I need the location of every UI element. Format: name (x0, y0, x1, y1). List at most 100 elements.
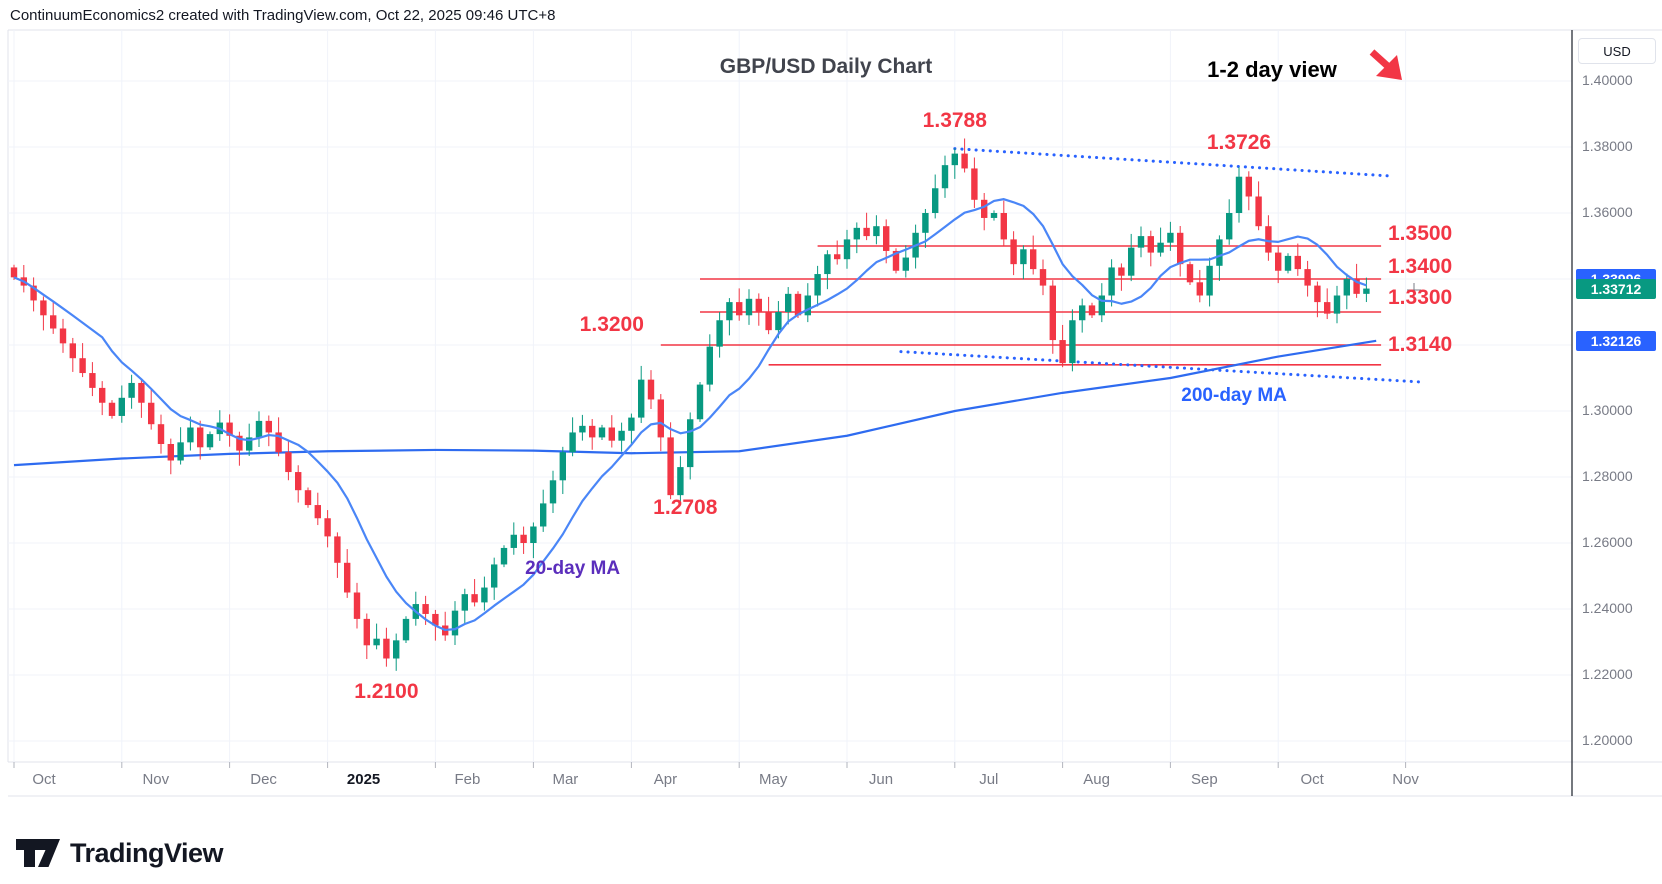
candle (1186, 264, 1194, 283)
candle (30, 285, 37, 301)
candle (197, 427, 204, 448)
candle (1108, 267, 1115, 296)
candle (1177, 232, 1184, 265)
candle (971, 168, 978, 200)
candle (628, 417, 635, 431)
candle (1216, 239, 1223, 266)
month-label: Mar (552, 771, 579, 788)
candle (1275, 252, 1282, 271)
candle (990, 213, 998, 218)
candle (608, 427, 615, 441)
candle (373, 638, 380, 646)
candle (1147, 236, 1154, 253)
candle (255, 420, 263, 438)
candle (540, 503, 547, 527)
candle (1245, 176, 1252, 197)
candle (716, 320, 723, 347)
candle (932, 188, 939, 213)
month-label: Aug (1083, 771, 1110, 788)
candle (1284, 255, 1292, 271)
price-tick-label: 1.22000 (1582, 666, 1633, 682)
candle (236, 435, 243, 451)
candle (1206, 265, 1213, 296)
candle (1157, 242, 1164, 253)
candle (167, 444, 174, 461)
candle (1088, 305, 1096, 316)
candle (667, 437, 674, 496)
candle (108, 402, 116, 416)
candle (1128, 247, 1135, 276)
candle (226, 422, 233, 436)
last-price-badge: 1.33712 (1576, 278, 1656, 299)
candle (647, 379, 655, 400)
candle (432, 613, 439, 626)
level-label: 1.3400 (1388, 255, 1453, 278)
price-tick-label: 1.36000 (1582, 204, 1633, 220)
candle (295, 472, 302, 491)
candle (422, 604, 429, 614)
candle (1235, 176, 1243, 213)
candle (863, 227, 870, 237)
price-tick-label: 1.24000 (1582, 600, 1633, 616)
candle (785, 293, 792, 312)
candle (481, 587, 488, 603)
month-label: Oct (32, 771, 56, 788)
candle (461, 594, 468, 611)
candle (569, 432, 576, 453)
candle (10, 267, 18, 278)
price-tick-label: 1.26000 (1582, 534, 1633, 550)
candle (402, 618, 410, 641)
month-label: Dec (250, 771, 277, 788)
annotation-note: 1.2100 (354, 679, 419, 703)
month-label: Jul (979, 771, 999, 788)
candle (1363, 288, 1370, 294)
candle (804, 295, 811, 316)
candle (304, 490, 312, 506)
candle (618, 430, 625, 441)
candle (206, 434, 214, 448)
candle (1137, 236, 1145, 248)
tradingview-logo[interactable]: TradingView (14, 836, 224, 870)
candle (285, 452, 292, 473)
candle (1059, 340, 1066, 364)
candle (275, 432, 282, 453)
currency-scale-button[interactable]: USD (1578, 38, 1656, 64)
candle (530, 526, 537, 543)
candle (736, 302, 743, 316)
candle (510, 534, 517, 548)
annotation-note: 1.3726 (1206, 131, 1272, 155)
candle (1294, 255, 1301, 270)
candle (873, 226, 880, 237)
brand-text: TradingView (70, 837, 224, 868)
candle (138, 382, 145, 403)
candle (638, 379, 645, 418)
candle (598, 427, 606, 438)
price-tick-label: 1.30000 (1582, 402, 1633, 418)
candle (314, 505, 321, 519)
candle (559, 452, 566, 481)
candle (1069, 320, 1076, 364)
candle (765, 312, 772, 331)
candle (99, 387, 106, 403)
candle (951, 153, 958, 166)
candle (1255, 196, 1262, 227)
lower-dotted-trendline (899, 350, 1422, 384)
candle (1304, 269, 1311, 286)
candle (59, 328, 67, 344)
annotation-note: 1.2708 (653, 496, 718, 520)
tradingview-mark-icon (16, 839, 60, 867)
candle (1314, 285, 1321, 303)
candle (50, 315, 57, 329)
candle (187, 427, 194, 443)
candle (157, 424, 165, 444)
candle (79, 358, 86, 374)
candle (706, 346, 713, 385)
ma200-price-badge: 1.32126 (1576, 330, 1656, 351)
candle (892, 250, 900, 271)
candle (1079, 305, 1086, 321)
candle (1010, 239, 1017, 265)
candle (1196, 282, 1203, 296)
candle (589, 425, 596, 438)
candle (1265, 226, 1272, 253)
